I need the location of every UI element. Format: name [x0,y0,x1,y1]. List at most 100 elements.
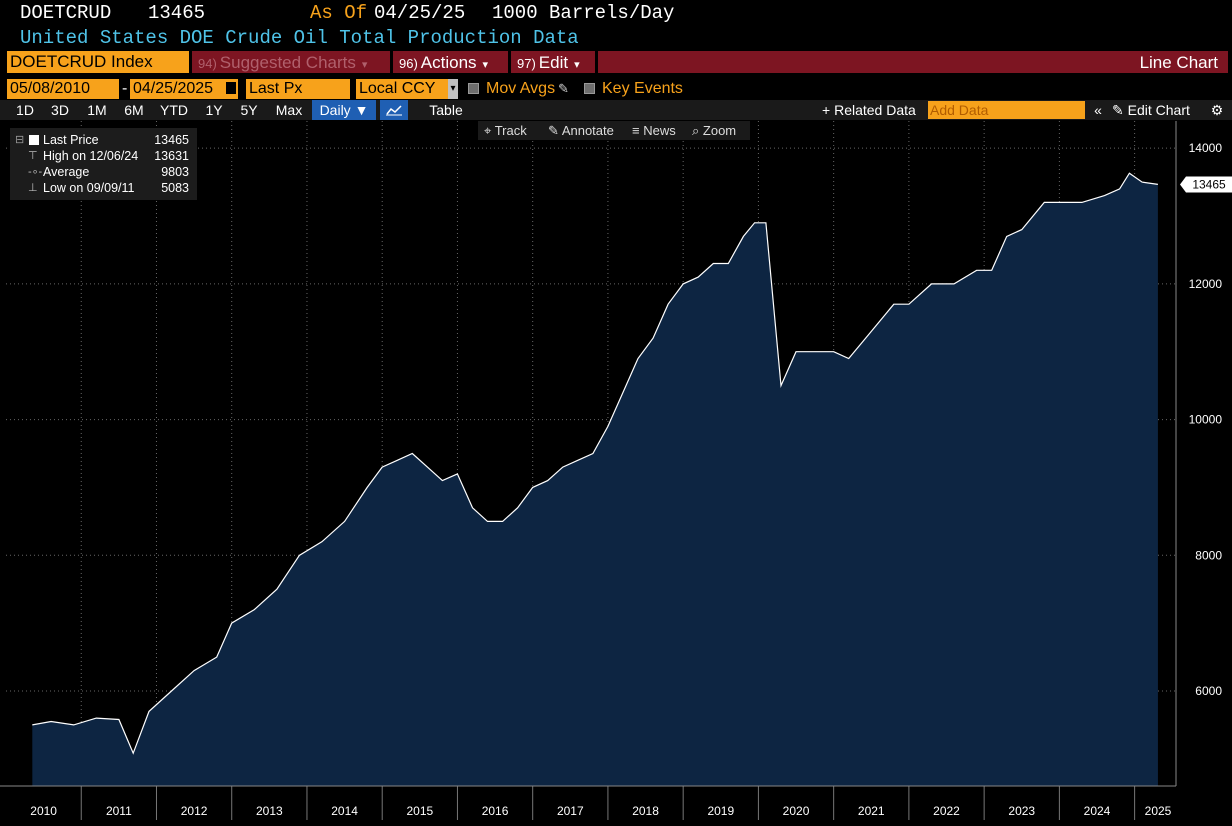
x-tick-label: 2017 [557,804,584,818]
frequency-selector[interactable]: Daily ▼ [312,100,376,120]
actions-label: 96) Actions ▾ [399,53,489,72]
caret-down-icon: ▾ [574,59,580,71]
legend-high: ⊤ High on 12/06/24 13631 [28,149,189,163]
end-date-field[interactable]: 04/25/2025 [130,79,238,99]
low-marker-icon: ⊥ [28,182,38,194]
legend-low: ⊥ Low on 09/09/11 5083 [28,181,189,195]
x-tick-label: 2010 [30,804,57,818]
high-marker-icon: ⊤ [28,150,38,162]
currency-selector[interactable]: Local CCY [356,79,448,99]
header-bar: DOETCRUD 13465 As Of 04/25/25 1000 Barre… [0,0,1232,26]
table-button[interactable]: Table [429,102,463,118]
annotate-button[interactable]: ✎ Annotate [548,123,614,138]
caret-down-icon: ▾ [361,59,368,71]
x-tick-label: 2013 [256,804,283,818]
track-button[interactable]: ⌖ Track [484,123,527,138]
area-fill [32,173,1158,786]
range-max-button[interactable]: Max [275,102,303,118]
plus-icon: + [822,102,831,118]
suggested-charts-button[interactable]: 94) Suggested Charts ▾ [192,51,390,73]
zoom-icon: ⌕ [692,123,700,138]
caret-down-icon: ▼ [354,102,369,118]
chart-legend: ⊟ Last Price 13465 ⊤ High on 12/06/24 13… [10,128,197,200]
range-bar: 1D 3D 1M 6M YTD 1Y 5Y Max Daily ▼ Table … [0,100,1232,120]
line-chart-icon[interactable] [380,100,408,120]
description: United States DOE Crude Oil Total Produc… [20,27,579,49]
security-field[interactable]: DOETCRUD Index [7,51,189,73]
key-events-checkbox[interactable] [584,83,595,94]
last-value-marker: 13465 [1180,176,1232,193]
crosshair-icon: ⌖ [484,123,492,138]
last-value-tag [1180,176,1232,193]
key-events-label[interactable]: Key Events [602,80,683,97]
chart-type-bar: Line Chart [598,51,1228,73]
last-value: 13465 [148,2,206,24]
add-data-input[interactable]: Add Data [928,101,1085,119]
pencil-icon: ✎ [1112,102,1124,118]
range-1d-button[interactable]: 1D [16,102,34,118]
pencil-icon[interactable]: ✎ [558,81,569,96]
x-tick-label: 2011 [106,804,132,818]
pencil-icon: ✎ [548,123,559,138]
date-separator: - [122,80,128,97]
x-tick-label: 2021 [858,804,885,818]
ticker: DOETCRUD [20,2,112,24]
caret-down-icon: ▾ [482,59,489,71]
chart-type-label: Line Chart [1139,53,1218,72]
y-tick-label: 8000 [1195,548,1222,562]
last-value-text: 13465 [1192,177,1226,191]
x-tick-label: 2012 [181,804,208,818]
x-tick-label: 2016 [482,804,509,818]
gear-icon[interactable]: ⚙ [1210,102,1224,118]
mov-avgs-checkbox[interactable] [468,83,479,94]
x-tick-label: 2020 [783,804,810,818]
chart-tools: ⌖ Track ✎ Annotate ≡ News ⌕ Zoom [478,121,750,140]
collapse-box-icon: ⊟ [15,134,25,146]
zoom-button[interactable]: ⌕ Zoom [692,123,737,138]
news-button[interactable]: ≡ News [632,123,676,138]
price-line [32,172,1158,755]
edit-chart-button[interactable]: ✎ Edit Chart [1112,102,1190,118]
suggested-charts-label: 94) Suggested Charts ▾ [198,53,368,72]
y-tick-label: 14000 [1189,141,1223,155]
controls-bar: 05/08/2010 - 04/25/2025 Last Px Local CC… [0,79,1232,100]
actions-button[interactable]: 96) Actions ▾ [393,51,508,73]
x-axis: 2010 2011 2012 2013 2014 2015 2016 2017 2018 2019… [0,785,1176,820]
news-icon: ≡ [632,123,640,138]
range-ytd-button[interactable]: YTD [160,102,188,118]
series-swatch [29,135,39,145]
x-tick-label: 2022 [933,804,960,818]
range-3d-button[interactable]: 3D [51,102,69,118]
range-1m-button[interactable]: 1M [87,102,107,118]
average-marker-icon: -∘- [28,166,43,178]
calendar-icon[interactable] [226,82,236,94]
units: 1000 Barrels/Day [492,2,675,24]
y-tick-label: 12000 [1189,277,1223,291]
x-tick-label: 2023 [1008,804,1035,818]
collapse-icon[interactable]: « [1094,102,1102,118]
field-selector[interactable]: Last Px [246,79,350,99]
mov-avgs-label[interactable]: Mov Avgs [486,80,556,97]
edit-label: 97) Edit ▾ [517,53,580,72]
y-axis: 6000 8000 10000 12000 14000 [1175,121,1223,786]
y-tick-label: 6000 [1195,684,1222,698]
x-tick-label: 2018 [632,804,659,818]
legend-last-price[interactable]: ⊟ Last Price 13465 [15,133,189,147]
x-tick-label: 2015 [406,804,433,818]
start-date-field[interactable]: 05/08/2010 [7,79,119,99]
x-tick-label: 2025 [1145,804,1172,818]
x-tick-label: 2019 [707,804,734,818]
y-tick-label: 10000 [1189,413,1223,427]
related-data-button[interactable]: + Related Data [822,102,916,118]
dropdown-arrow-icon[interactable]: ▾ [448,79,458,99]
menu-bar: DOETCRUD Index 94) Suggested Charts ▾ 96) A… [0,50,1232,74]
range-1y-button[interactable]: 1Y [205,102,223,118]
x-tick-label: 2024 [1084,804,1111,818]
x-tick-label: 2014 [331,804,358,818]
edit-button[interactable]: 97) Edit ▾ [511,51,595,73]
legend-average: -∘- Average 9803 [28,165,189,179]
range-6m-button[interactable]: 6M [124,102,144,118]
as-of-label: As Of [310,2,368,24]
range-5y-button[interactable]: 5Y [240,102,258,118]
